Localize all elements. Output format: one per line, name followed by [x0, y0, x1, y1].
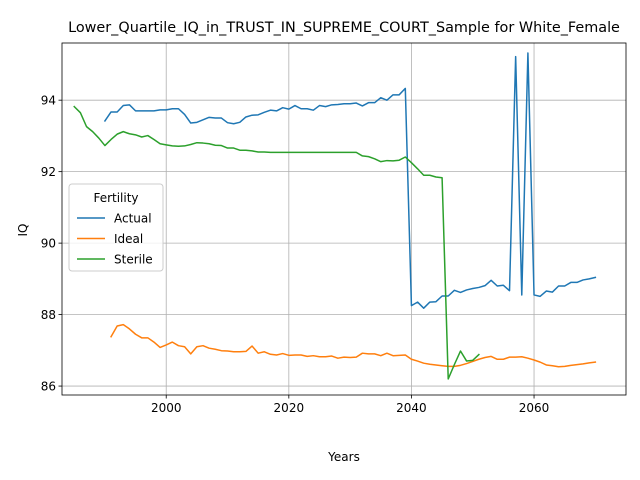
plot-frame: [61, 42, 627, 396]
legend-label-actual: Actual: [114, 211, 152, 225]
x-axis-label: Years: [327, 450, 360, 464]
y-axis: 86 88 90 92 94: [41, 93, 62, 393]
y-tick-label: 90: [41, 236, 56, 250]
y-tick-label: 92: [41, 165, 56, 179]
x-tick-label: 2020: [274, 401, 305, 415]
x-axis: 2000 2020 2040 2060: [151, 395, 549, 415]
legend: Fertility Actual Ideal Sterile: [68, 183, 164, 272]
y-tick-label: 88: [41, 308, 56, 322]
legend-label-ideal: Ideal: [114, 232, 143, 246]
y-axis-label: IQ: [16, 224, 30, 237]
y-tick-label: 86: [41, 379, 56, 393]
y-tick-label: 94: [41, 93, 56, 107]
x-tick-label: 2060: [519, 401, 550, 415]
legend-label-sterile: Sterile: [114, 252, 153, 266]
series-layer: [73, 52, 597, 380]
legend-title: Fertility: [93, 191, 138, 205]
legend-box: [68, 183, 164, 272]
chart-title: Lower_Quartile_IQ_in_TRUST_IN_SUPREME_CO…: [68, 20, 620, 36]
series-line-sterile: [73, 105, 480, 380]
series-line-actual: [103, 52, 597, 309]
x-tick-label: 2040: [396, 401, 427, 415]
x-tick-label: 2000: [151, 401, 182, 415]
series-line-ideal: [110, 323, 597, 368]
